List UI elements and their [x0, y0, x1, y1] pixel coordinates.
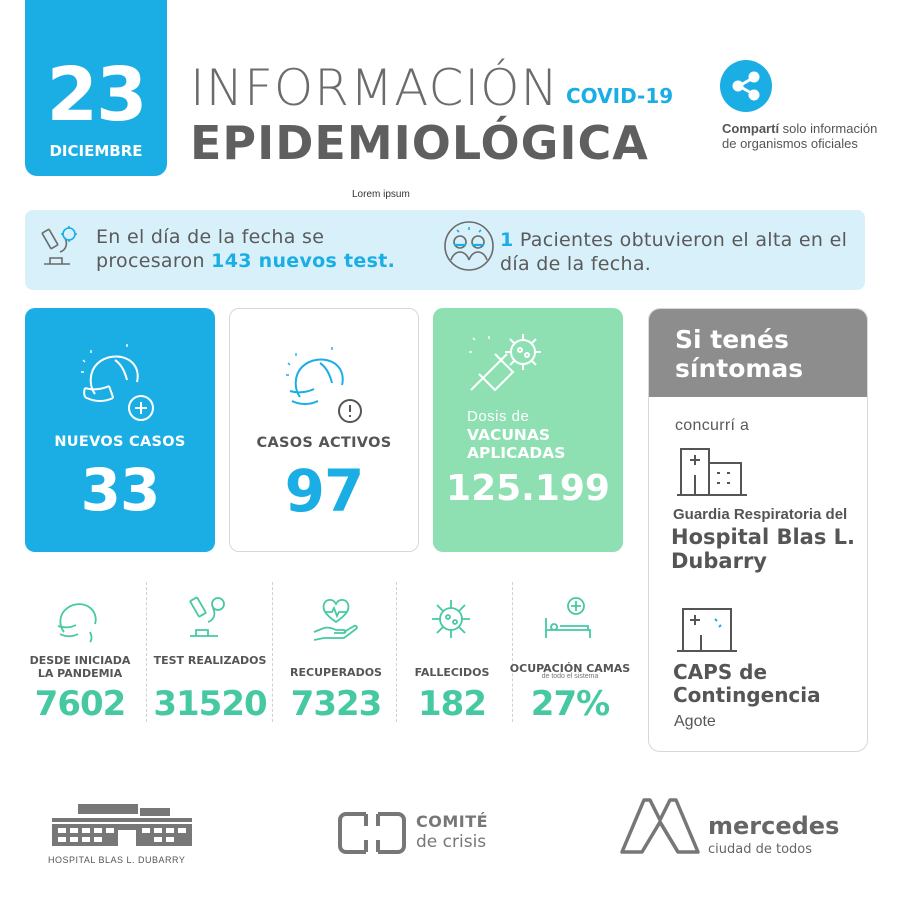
mercedes-logo-icon: [618, 794, 702, 861]
stat-recovered-value: 7323: [290, 684, 383, 724]
comite-line1: COMITÉ: [416, 812, 489, 831]
patient-plus-icon: [75, 336, 165, 431]
active-cases-value: 97: [284, 457, 365, 525]
stat-recovered-label: RECUPERADOS: [290, 666, 382, 679]
stat-tests-value: 31520: [153, 684, 267, 724]
divider: [146, 582, 147, 722]
info-discharges-text: Pacientes obtuvieron el alta en el día d…: [500, 229, 848, 275]
stat-beds-value: 27%: [530, 684, 610, 724]
card-active-cases: CASOS ACTIVOS 97: [229, 308, 419, 552]
patient-alert-icon: [280, 339, 370, 434]
hospital-name: Hospital Blas L. Dubarry: [671, 525, 855, 573]
vaccines-label: VACUNAS APLICADAS: [467, 426, 566, 462]
hospital-logo-text: HOSPITAL BLAS L. DUBARRY: [48, 855, 186, 865]
share-bold: Compartí: [722, 121, 780, 136]
date-day: 23: [46, 52, 148, 138]
vaccines-pre: Dosis de: [467, 408, 530, 425]
active-cases-label: CASOS ACTIVOS: [256, 435, 392, 451]
divider: [512, 582, 513, 722]
pandemic-patient-icon: [50, 592, 108, 649]
stat-pandemic-value: 7602: [34, 684, 127, 724]
date-badge: 23 DICIEMBRE: [25, 0, 167, 176]
guardia-label: Guardia Respiratoria del: [673, 506, 848, 523]
symptoms-heading: Si tenés síntomas: [649, 309, 867, 397]
doctors-icon: [443, 220, 495, 277]
microscope-icon: [36, 222, 86, 277]
card-new-cases: NUEVOS CASOS 33: [25, 308, 215, 552]
mercedes-line2: ciudad de todos: [708, 842, 813, 857]
mercedes-line1: mercedes: [708, 812, 840, 840]
clinic-building-icon: [677, 603, 737, 658]
caps-name: CAPS de Contingencia: [673, 660, 821, 707]
subtitle: Lorem ipsum: [352, 189, 410, 200]
card-vaccines: Dosis de VACUNAS APLICADAS 125.199: [433, 308, 623, 552]
share-icon[interactable]: [720, 60, 772, 112]
stat-beds-label: OCUPACIÓN CAMAS: [509, 662, 631, 675]
virus-icon: [424, 592, 478, 651]
info-discharges: 1 Pacientes obtuvieron el alta en el día…: [500, 228, 860, 276]
microscope-icon: [182, 592, 234, 649]
concurri-label: concurrí a: [675, 417, 750, 434]
divider: [272, 582, 273, 722]
new-cases-value: 33: [80, 456, 161, 524]
info-tests-text: En el día de la fecha se procesaron: [96, 226, 325, 272]
date-month: DICIEMBRE: [49, 142, 143, 160]
stat-pandemic-label: DESDE INICIADA LA PANDEMIA: [29, 654, 131, 680]
stat-deaths-label: FALLECIDOS: [414, 666, 490, 679]
hospital-logo: [48, 800, 196, 857]
share-note: Compartí solo información de organismos …: [722, 121, 882, 151]
hospital-bed-icon: [542, 596, 594, 647]
hospital-building-icon: [677, 445, 747, 502]
info-tests-count: 143 nuevos test.: [211, 250, 396, 272]
info-discharges-count: 1: [500, 229, 514, 251]
heart-hand-icon: [310, 592, 362, 649]
stat-tests-label: TEST REALIZADOS: [153, 654, 267, 667]
symptoms-panel: Si tenés síntomas concurrí a Guardia Res…: [648, 308, 868, 752]
title-line2: EPIDEMIOLÓGICA: [190, 116, 649, 170]
comite-logo-icon: [336, 810, 408, 861]
divider: [396, 582, 397, 722]
share-rest: solo información de organismos oficiales: [722, 121, 878, 151]
title-covid: COVID-19: [566, 84, 674, 108]
syringe-virus-icon: [465, 330, 545, 405]
info-tests: En el día de la fecha se procesaron 143 …: [96, 225, 436, 273]
stat-deaths-value: 182: [418, 684, 487, 724]
new-cases-label: NUEVOS CASOS: [54, 434, 186, 450]
vaccines-value: 125.199: [446, 468, 610, 509]
stat-beds-sublabel: de todo el sistema: [541, 673, 599, 680]
agote-label: Agote: [674, 713, 716, 730]
title-line1: INFORMACIÓN: [190, 59, 559, 117]
comite-line2: de crisis: [416, 832, 487, 852]
